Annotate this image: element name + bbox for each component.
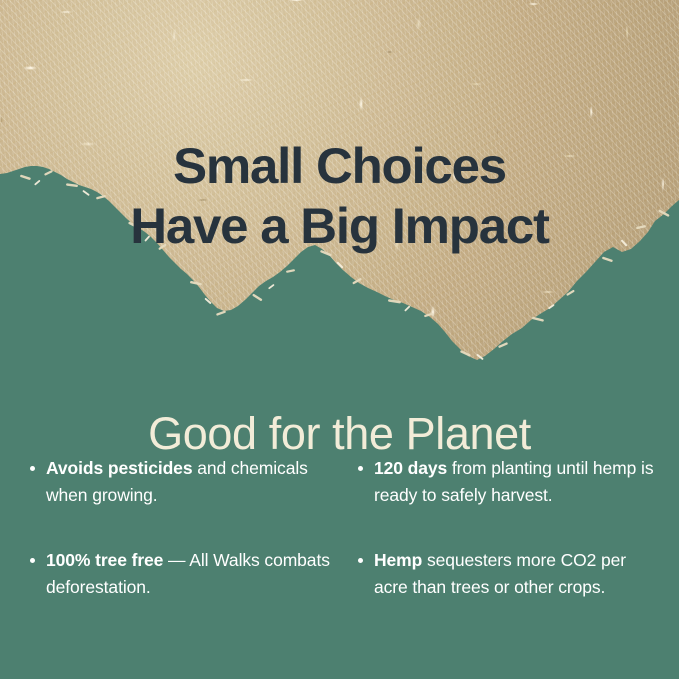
headline-line-1: Small Choices	[173, 137, 507, 194]
headline-line-2: Have a Big Impact	[130, 197, 550, 254]
list-item-rest: — All Walks combats deforestation.	[46, 550, 330, 597]
bullet-dot-icon	[30, 558, 35, 563]
list-item-text: Hemp sequesters more CO2 per acre than t…	[374, 547, 655, 601]
list-item-lead: 120 days	[374, 458, 448, 478]
section-heading: Good for the Planet	[148, 408, 531, 460]
list-item-text: 120 days from planting until hemp is rea…	[374, 455, 655, 509]
bullet-dot-icon	[358, 466, 363, 471]
list-item-lead: Hemp	[374, 550, 423, 570]
list-item-text: 100% tree free — All Walks combats defor…	[46, 547, 350, 601]
list-item-rest: from planting until hemp is ready to saf…	[374, 458, 654, 505]
hemp-hurd-texture	[0, 0, 679, 360]
list-item: 120 days from planting until hemp is rea…	[350, 455, 655, 509]
benefits-list: Avoids pesticides and chemicals when gro…	[30, 455, 655, 601]
list-item-rest: sequesters more CO2 per acre than trees …	[374, 550, 627, 597]
list-item: Hemp sequesters more CO2 per acre than t…	[350, 547, 655, 601]
bullet-dot-icon	[30, 466, 35, 471]
list-item: Avoids pesticides and chemicals when gro…	[30, 455, 350, 509]
bullet-dot-icon	[358, 558, 363, 563]
list-item-rest: and chemicals when growing.	[46, 458, 308, 505]
list-item-text: Avoids pesticides and chemicals when gro…	[46, 455, 350, 509]
page-title: Small Choices Have a Big Impact	[0, 136, 679, 256]
list-item-lead: Avoids pesticides	[46, 458, 193, 478]
list-item: 100% tree free — All Walks combats defor…	[30, 547, 350, 601]
list-item-lead: 100% tree free	[46, 550, 164, 570]
